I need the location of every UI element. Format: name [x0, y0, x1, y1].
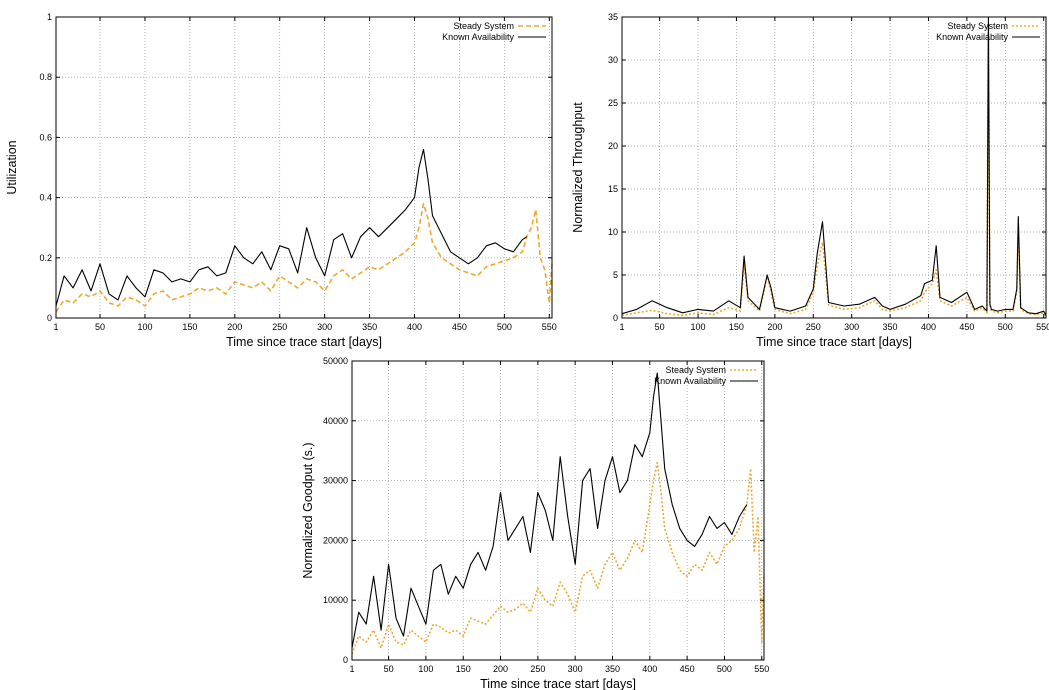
plot-frame	[621, 16, 1047, 319]
series-line-known-availability	[351, 372, 748, 649]
y-tick-label: 5	[613, 270, 618, 280]
y-tick-label: 30	[608, 55, 618, 65]
y-tick-label: 20000	[323, 535, 348, 545]
y-tick-label: 30000	[323, 476, 348, 486]
plot-frame	[351, 360, 765, 661]
x-tick-label: 100	[137, 322, 152, 332]
x-tick-label: 250	[530, 664, 545, 674]
series-line-steady-system	[55, 202, 553, 313]
x-axis-label: Time since trace start [days]	[756, 335, 912, 349]
y-tick-label: 40000	[323, 416, 348, 426]
x-axis-label: Time since trace start [days]	[480, 677, 636, 690]
x-tick-label: 200	[227, 322, 242, 332]
x-tick-label: 150	[456, 664, 471, 674]
x-tick-label: 450	[959, 322, 974, 332]
x-tick-label: 350	[605, 664, 620, 674]
x-tick-label: 550	[754, 664, 769, 674]
x-tick-label: 150	[729, 322, 744, 332]
x-tick-label: 500	[497, 322, 512, 332]
chart-2: 1 50 100 150 200 250 300 350 400 450 500 5500510152…	[571, 12, 1049, 349]
x-axis-label: Time since trace start [days]	[226, 335, 382, 349]
y-tick-label: 10	[608, 227, 618, 237]
series-line-steady-system	[351, 461, 765, 655]
legend-label: Steady System	[947, 21, 1008, 31]
x-tick-label: 450	[452, 322, 467, 332]
x-tick-label: 350	[362, 322, 377, 332]
y-tick-label: 1	[47, 12, 52, 22]
chart-1: 1 50 100 150 200 250 300 350 400 450 500 55000.20.4…	[5, 12, 557, 349]
x-tick-label: 50	[655, 322, 665, 332]
y-tick-label: 15	[608, 184, 618, 194]
x-tick-label: 300	[317, 322, 332, 332]
x-tick-label: 250	[272, 322, 287, 332]
y-tick-label: 35	[608, 12, 618, 22]
x-tick-label: 1	[349, 664, 354, 674]
x-tick-label: 500	[998, 322, 1013, 332]
x-tick-label: 1	[619, 322, 624, 332]
x-tick-label: 450	[680, 664, 695, 674]
x-tick-label: 500	[717, 664, 732, 674]
legend-label: Known Availability	[654, 376, 726, 386]
y-tick-label: 0	[613, 313, 618, 323]
x-tick-label: 200	[493, 664, 508, 674]
legend-label: Steady System	[453, 21, 514, 31]
x-tick-label: 300	[568, 664, 583, 674]
series-line-steady-system	[621, 24, 1047, 317]
y-tick-label: 10000	[323, 595, 348, 605]
y-tick-label: 50000	[323, 356, 348, 366]
plot-frame	[55, 16, 553, 319]
y-tick-label: 25	[608, 98, 618, 108]
x-tick-label: 400	[407, 322, 422, 332]
x-tick-label: 1	[53, 322, 58, 332]
x-tick-label: 400	[642, 664, 657, 674]
legend-label: Known Availability	[936, 32, 1008, 42]
y-axis-label: Normalized Throughput	[571, 102, 585, 233]
y-tick-label: 0.6	[39, 132, 52, 142]
series-line-known-availability	[621, 16, 1047, 316]
legend-label: Steady System	[665, 365, 726, 375]
x-tick-label: 50	[95, 322, 105, 332]
x-tick-label: 250	[806, 322, 821, 332]
y-tick-label: 20	[608, 141, 618, 151]
series-line-known-availability	[55, 148, 528, 307]
legend-label: Known Availability	[442, 32, 514, 42]
y-tick-label: 0.4	[39, 193, 52, 203]
y-tick-label: 0	[343, 655, 348, 665]
x-tick-label: 150	[182, 322, 197, 332]
y-axis-label: Normalized Goodput (s.)	[301, 442, 315, 578]
x-tick-label: 200	[767, 322, 782, 332]
x-tick-label: 550	[542, 322, 557, 332]
x-tick-label: 400	[921, 322, 936, 332]
x-tick-label: 100	[691, 322, 706, 332]
x-tick-label: 300	[844, 322, 859, 332]
y-tick-label: 0.8	[39, 72, 52, 82]
y-tick-label: 0.2	[39, 253, 52, 263]
x-tick-label: 350	[883, 322, 898, 332]
x-tick-label: 100	[418, 664, 433, 674]
chart-3: 1 50 100 150 200 250 300 350 400 450 500 5500100002…	[301, 356, 769, 690]
x-tick-label: 50	[384, 664, 394, 674]
x-tick-label: 550	[1036, 322, 1049, 332]
y-tick-label: 0	[47, 313, 52, 323]
y-axis-label: Utilization	[5, 140, 19, 194]
